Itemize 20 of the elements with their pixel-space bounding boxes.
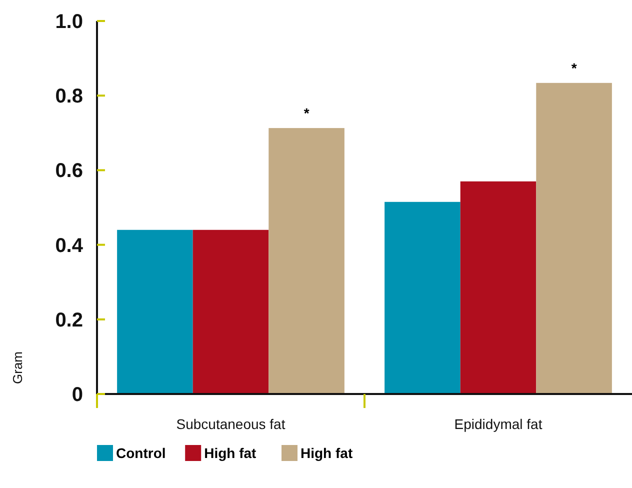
- bar: [460, 181, 536, 394]
- bar: [384, 202, 460, 394]
- bar: [117, 230, 193, 394]
- y-tick-label: 0.2: [55, 309, 83, 332]
- bar: [536, 82, 612, 394]
- y-axis-title: Gram: [10, 352, 25, 384]
- bar: [192, 230, 269, 394]
- annotation: *: [304, 105, 310, 122]
- legend-label: High fat: [204, 445, 257, 461]
- x-tick-label: Epididymal fat: [454, 416, 542, 432]
- y-tick-label: 0.4: [55, 234, 84, 257]
- annotation: *: [571, 60, 578, 76]
- x-tick-label: Subcutaneous fat: [176, 416, 286, 432]
- y-tick-label: 1.0: [55, 11, 83, 33]
- y-tick-label: 0: [72, 384, 83, 406]
- bar: [268, 128, 344, 394]
- legend-label: High fat: [300, 445, 353, 461]
- legend-label: Control: [116, 445, 166, 461]
- y-tick-label: 0.6: [55, 160, 83, 182]
- y-tick-label: 0.8: [55, 86, 83, 108]
